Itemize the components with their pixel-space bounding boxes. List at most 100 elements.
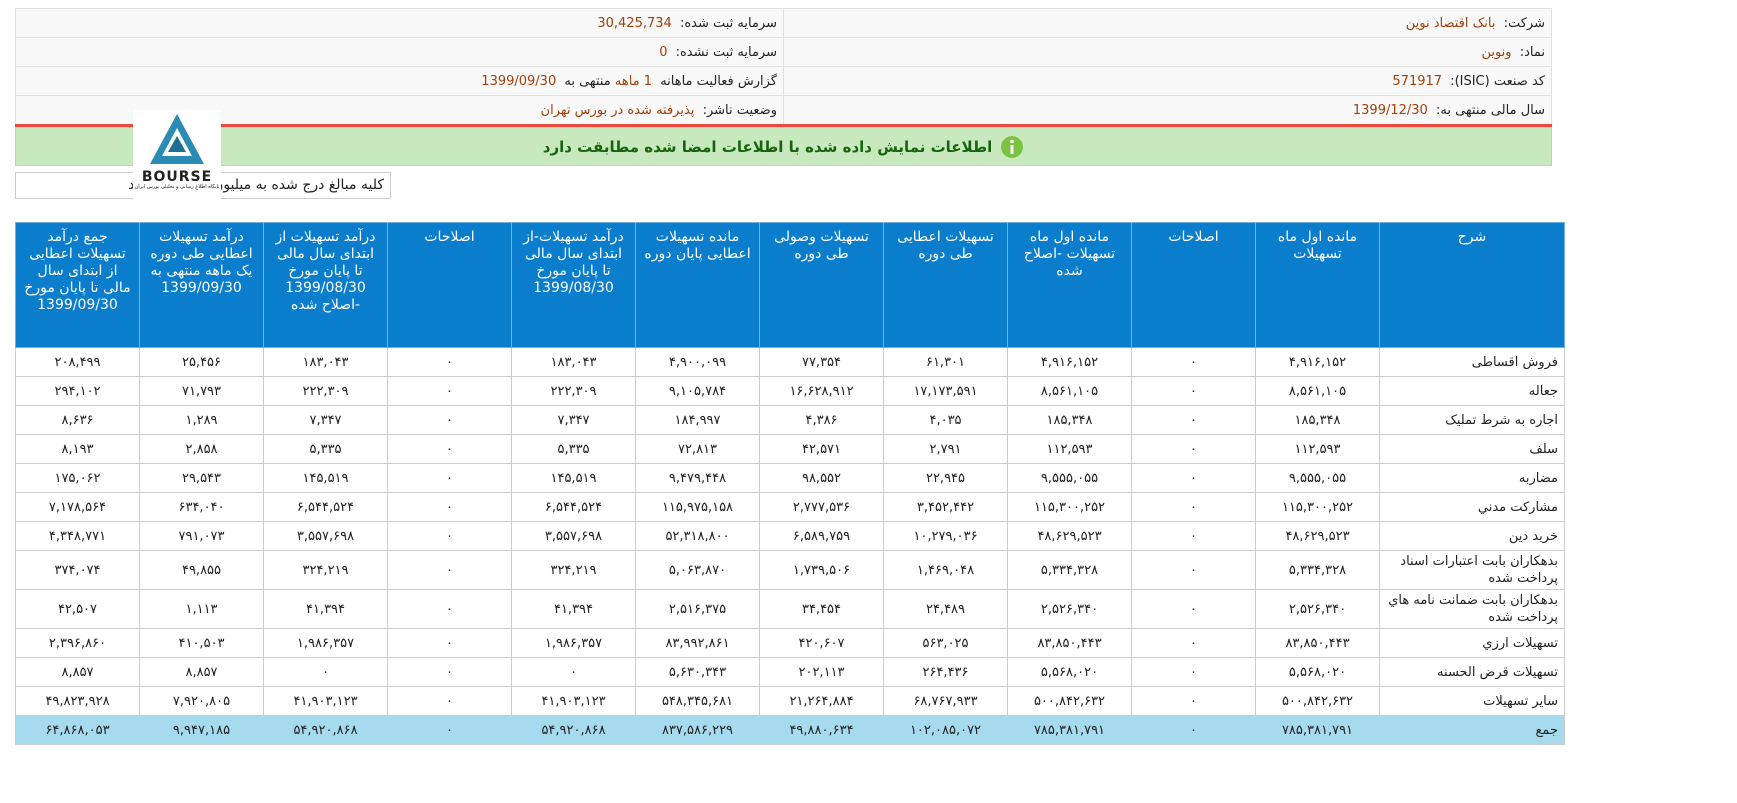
cell: ۴۱,۹۰۳,۱۲۳: [511, 686, 636, 716]
cell: ۴,۹۱۶,۱۵۲: [1007, 347, 1132, 377]
cell: ۱,۹۸۶,۳۵۷: [511, 628, 636, 658]
cell: ۰: [387, 405, 512, 435]
cell: ۷,۹۲۰,۸۰۵: [139, 686, 264, 716]
info-icon: [1001, 135, 1024, 158]
cell: ۲۱,۲۶۴,۸۸۴: [759, 686, 884, 716]
cell: ۴,۹۱۶,۱۵۲: [1255, 347, 1380, 377]
column-header: درآمد تسهیلات از ابتدای سال مالی تا پایا…: [263, 222, 388, 348]
cell: ۰: [387, 686, 512, 716]
column-header: اصلاحات: [1131, 222, 1256, 348]
cell: ۷,۳۴۷: [511, 405, 636, 435]
cell: ۲,۵۱۶,۳۷۵: [635, 589, 760, 629]
cell: ۰: [387, 347, 512, 377]
row-label: فروش اقساطی: [1379, 347, 1565, 377]
banner-text: اطلاعات نمایش داده شده با اطلاعات امضا ش…: [542, 137, 993, 156]
cell: ۶۸,۷۶۷,۹۳۳: [883, 686, 1008, 716]
cell: ۹,۱۰۵,۷۸۴: [635, 376, 760, 406]
cell: ۵۲,۳۱۸,۸۰۰: [635, 521, 760, 551]
cell: ۵,۳۳۵: [263, 434, 388, 464]
row-label: جعاله: [1379, 376, 1565, 406]
cell: ۷,۱۷۸,۵۶۴: [15, 492, 140, 522]
cell: ۳,۵۵۷,۶۹۸: [263, 521, 388, 551]
cell: ۸,۵۶۱,۱۰۵: [1255, 376, 1380, 406]
cell: ۱,۹۸۶,۳۵۷: [263, 628, 388, 658]
cell: ۷۸۵,۳۸۱,۷۹۱: [1255, 715, 1380, 745]
total-row: جمع ۷۸۵,۳۸۱,۷۹۱ ۰ ۷۸۵,۳۸۱,۷۹۱ ۱۰۲,۰۸۵,۰۷۲ ۴۹,…: [15, 715, 1565, 745]
info-label: سرمایه ثبت شده:: [679, 15, 777, 31]
cell: ۲۵,۴۵۶: [139, 347, 264, 377]
info-row: کد صنعت (ISIC): 571917 گزارش فعالیت ماهان…: [15, 66, 1552, 96]
cell: ۰: [387, 521, 512, 551]
table-row: بدهکاران بابت اعتبارات اسناد پرداخت شده ۵…: [15, 550, 1565, 590]
info-value: پذیرفته شده در بورس تهران: [540, 102, 695, 118]
info-cell: سال مالی منتهی به: 1399/12/30: [783, 95, 1552, 125]
info-row: سال مالی منتهی به: 1399/12/30 وضعیت ناشر:…: [15, 95, 1552, 125]
table-row: تسهيلات ارزي ۸۳,۸۵۰,۴۴۳ ۰ ۸۳,۸۵۰,۴۴۳ ۵۶۳,۰۲۵…: [15, 628, 1565, 658]
cell: ۰: [387, 657, 512, 687]
cell: ۶,۵۴۴,۵۲۴: [511, 492, 636, 522]
cell: ۵۰۰,۸۴۲,۶۳۲: [1007, 686, 1132, 716]
cell: ۵۴۸,۳۴۵,۶۸۱: [635, 686, 760, 716]
info-label: نماد:: [1519, 44, 1545, 60]
info-value: 571917: [1392, 73, 1443, 89]
info-cell: وضعیت ناشر: پذیرفته شده در بورس تهران: [15, 95, 784, 125]
info-connector: منتهی به: [564, 73, 611, 89]
cell: ۵۰۰,۸۴۲,۶۳۲: [1255, 686, 1380, 716]
column-header: مانده تسهیلات اعطایی پایان دوره: [635, 222, 760, 348]
cell: ۳,۴۵۲,۴۴۲: [883, 492, 1008, 522]
cell: ۲۰۸,۴۹۹: [15, 347, 140, 377]
cell: ۱,۷۳۹,۵۰۶: [759, 550, 884, 590]
cell: ۱۴۵,۵۱۹: [263, 463, 388, 493]
info-label: کد صنعت (ISIC):: [1450, 73, 1545, 89]
cell: ۱۸۴,۹۹۷: [635, 405, 760, 435]
cell: ۱۱۲,۵۹۳: [1255, 434, 1380, 464]
row-label: تسهيلات قرض الحسنه: [1379, 657, 1565, 687]
cell: ۵۶۳,۰۲۵: [883, 628, 1008, 658]
column-header: تسهیلات اعطایی طی دوره: [883, 222, 1008, 348]
cell: ۱۸۳,۰۴۳: [511, 347, 636, 377]
cell: ۹,۵۵۵,۰۵۵: [1007, 463, 1132, 493]
verification-banner: اطلاعات نمایش داده شده با اطلاعات امضا ش…: [15, 127, 1552, 166]
facilities-table: شرح مانده اول ماه تسهیلات اصلاحات مانده اول…: [15, 222, 1565, 745]
cell: ۸,۶۳۶: [15, 405, 140, 435]
cell: ۹,۹۴۷,۱۸۵: [139, 715, 264, 745]
cell: ۷۸۵,۳۸۱,۷۹۱: [1007, 715, 1132, 745]
info-label: سرمایه ثبت نشده:: [675, 44, 777, 60]
cell: ۸۳,۸۵۰,۴۴۳: [1007, 628, 1132, 658]
cell: ۰: [1131, 492, 1256, 522]
cell: ۲,۷۷۷,۵۳۶: [759, 492, 884, 522]
cell: ۳۲۴,۲۱۹: [511, 550, 636, 590]
row-label: ساير تسهيلات: [1379, 686, 1565, 716]
info-row: شرکت: بانک اقتصاد نوین سرمایه ثبت شده: 30…: [15, 8, 1552, 38]
row-label: جمع: [1379, 715, 1565, 745]
info-period: 1 ماهه: [614, 73, 653, 89]
cell: ۰: [387, 434, 512, 464]
cell: ۰: [387, 376, 512, 406]
info-value: ونوین: [1481, 44, 1512, 60]
table-row: سلف ۱۱۲,۵۹۳ ۰ ۱۱۲,۵۹۳ ۲,۷۹۱ ۴۲,۵۷۱ ۷۲,۸۱۳ ۵,۳۳۵…: [15, 434, 1565, 464]
column-header: درآمد تسهیلات-از ابتدای سال مالی تا پایا…: [511, 222, 636, 348]
divider: [15, 124, 1552, 127]
cell: ۸,۱۹۳: [15, 434, 140, 464]
cell: ۴۲۰,۶۰۷: [759, 628, 884, 658]
info-cell: سرمایه ثبت شده: 30,425,734: [15, 8, 784, 38]
cell: ۳,۵۵۷,۶۹۸: [511, 521, 636, 551]
table-row: مضاربه ۹,۵۵۵,۰۵۵ ۰ ۹,۵۵۵,۰۵۵ ۲۲,۹۴۵ ۹۸,۵۵۲ ۹,۴…: [15, 463, 1565, 493]
cell: ۱۸۳,۰۴۳: [263, 347, 388, 377]
cell: ۱۰,۲۷۹,۰۳۶: [883, 521, 1008, 551]
row-label: مضاربه: [1379, 463, 1565, 493]
cell: ۷۹۱,۰۷۳: [139, 521, 264, 551]
cell: ۱۴۵,۵۱۹: [511, 463, 636, 493]
info-label: گزارش فعالیت ماهانه: [660, 73, 777, 89]
cell: ۲,۵۲۶,۳۴۰: [1007, 589, 1132, 629]
cell: ۷,۳۴۷: [263, 405, 388, 435]
column-header: مانده اول ماه تسهیلات -اصلاح شده: [1007, 222, 1132, 348]
cell: ۱۸۵,۳۴۸: [1255, 405, 1380, 435]
cell: ۶,۵۴۴,۵۲۴: [263, 492, 388, 522]
info-cell: نماد: ونوین: [783, 37, 1552, 67]
cell: ۴۹,۸۲۳,۹۲۸: [15, 686, 140, 716]
cell: ۱۱۵,۳۰۰,۲۵۲: [1007, 492, 1132, 522]
cell: ۲۶۴,۴۳۶: [883, 657, 1008, 687]
row-label: اجاره به شرط تملیک: [1379, 405, 1565, 435]
